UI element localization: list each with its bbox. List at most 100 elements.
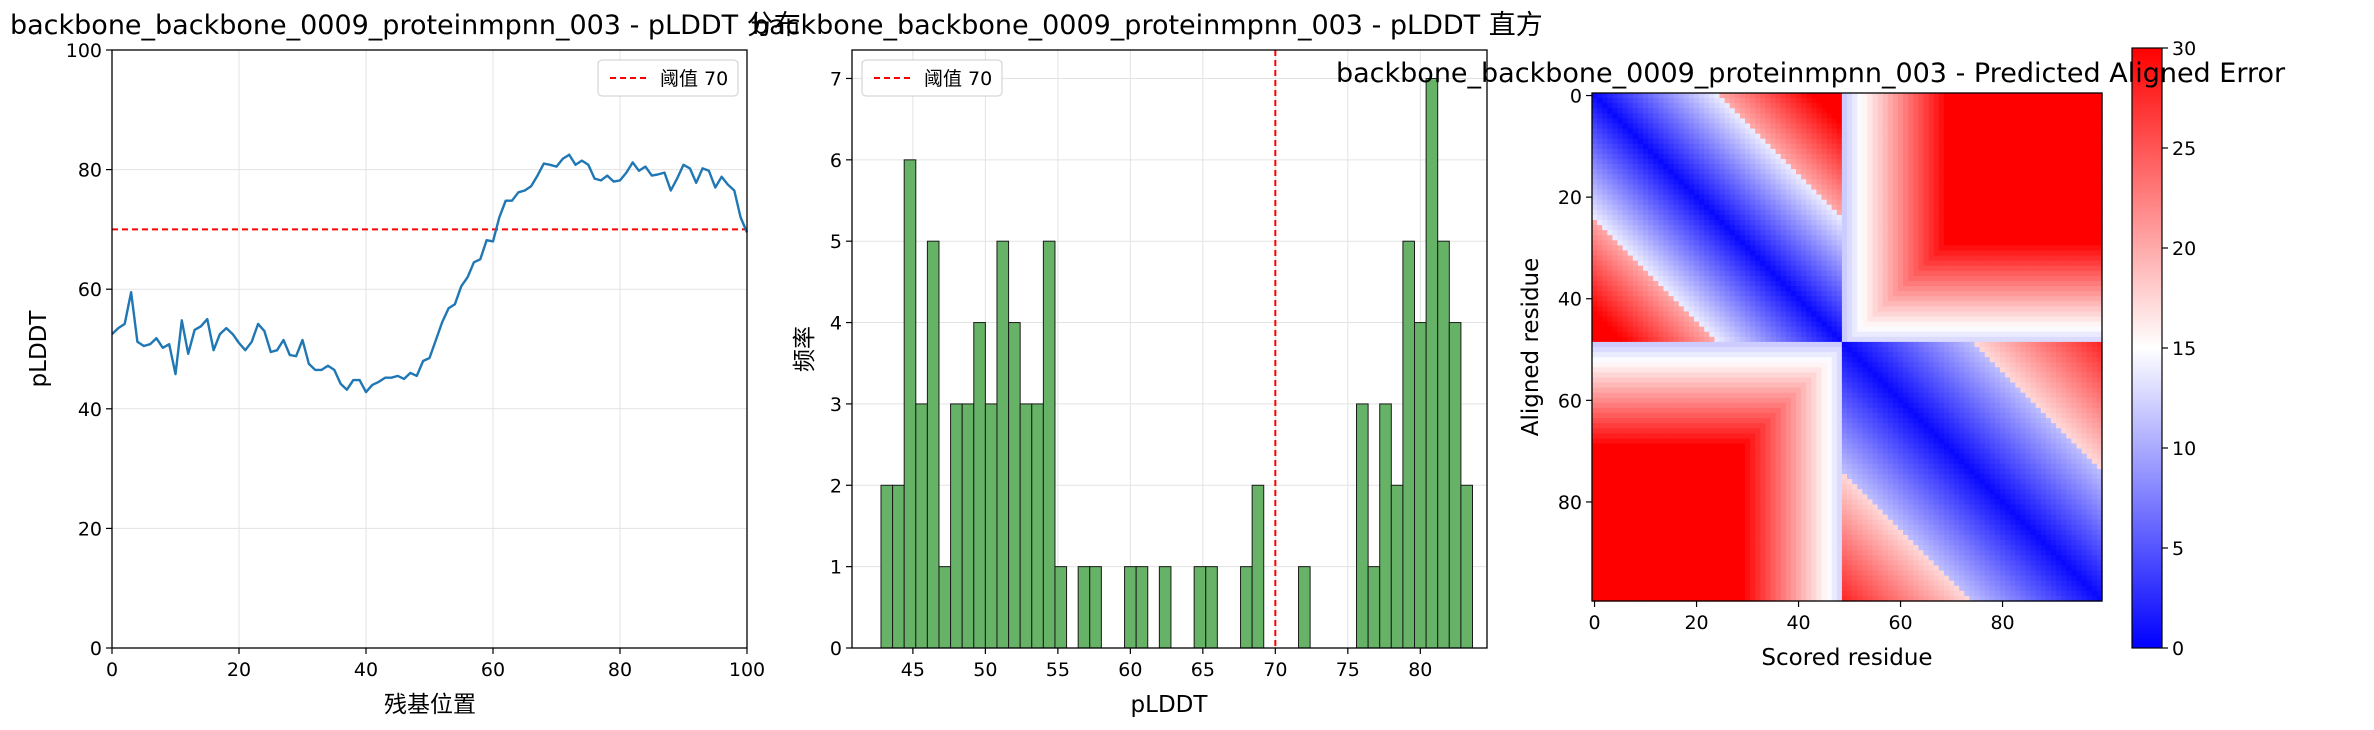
pae-heatmap-cell [2010, 118, 2016, 125]
pae-heatmap-cell [1683, 143, 1690, 150]
pae-heatmap-cell [1750, 108, 1756, 114]
pae-heatmap-cell [1969, 225, 1976, 231]
pae-heatmap-cell [2086, 143, 2093, 150]
plddt-histogram-xtick-label: 75 [1336, 659, 1360, 681]
pae-heatmap-cell [1658, 296, 1664, 302]
pae-heatmap-cell [1862, 230, 1868, 236]
pae-heatmap-cell [1836, 174, 1843, 180]
pae-heatmap-cell [1755, 270, 1761, 277]
pae-heatmap-cell [2066, 93, 2072, 99]
pae-heatmap-cell [1841, 225, 1848, 231]
pae-heatmap-cell [2081, 93, 2088, 99]
pae-heatmap-cell [2066, 148, 2072, 155]
pae-heatmap-cell [1739, 230, 1746, 236]
pae-heatmap-cell [1949, 331, 1955, 338]
pae-heatmap-cell [2045, 250, 2052, 257]
pae-heatmap-cell [1704, 123, 1710, 130]
pae-heatmap-cell [1979, 301, 1986, 307]
pae-heatmap-cell [1821, 128, 1828, 135]
pae-heatmap-cell [2071, 148, 2078, 155]
pae-heatmap-cell [1949, 133, 1955, 140]
pae-heatmap-cell [1903, 93, 1909, 99]
pae-heatmap-cell [2081, 204, 2088, 211]
pae-heatmap-cell [2091, 189, 2098, 196]
pae-heatmap-cell [1755, 245, 1761, 252]
pae-heatmap-cell [1928, 296, 1935, 302]
pae-heatmap-cell [1969, 128, 1976, 135]
pae-heatmap-cell [1673, 331, 1680, 338]
pae-heatmap-cell [1877, 123, 1884, 130]
pae-heatmap-cell [1923, 138, 1930, 145]
pae-heatmap-cell [1648, 184, 1654, 191]
pae-heatmap-cell [1597, 209, 1603, 216]
pae-heatmap-cell [1938, 138, 1945, 145]
pae-heatmap-cell [1602, 301, 1608, 307]
pae-heatmap-cell [1724, 291, 1731, 297]
pae-heatmap-cell [1592, 98, 1598, 104]
pae-heatmap-cell [1719, 230, 1726, 236]
pae-heatmap-cell [1796, 184, 1802, 191]
pae-heatmap-cell [2066, 204, 2072, 211]
pae-heatmap-cell [1836, 235, 1843, 241]
pae-heatmap-cell [1729, 296, 1736, 302]
pae-heatmap-cell [1724, 98, 1731, 104]
pae-heatmap-cell [1760, 291, 1766, 297]
pae-heatmap-cell [1612, 321, 1619, 328]
pae-heatmap-cell [2005, 230, 2011, 236]
pae-heatmap-cell [1755, 316, 1761, 323]
pae-heatmap-cell [1617, 245, 1624, 252]
pae-heatmap-cell [2020, 98, 2027, 104]
pae-heatmap-cell [1653, 235, 1659, 241]
pae-heatmap-cell [1938, 164, 1945, 170]
pae-heatmap-cell [1943, 118, 1950, 125]
pae-heatmap-cell [1734, 214, 1741, 221]
pae-heatmap-cell [1668, 336, 1675, 343]
pae-heatmap-cell [1734, 118, 1741, 125]
pae-heatmap-cell [1969, 199, 1976, 206]
pae-heatmap-cell [1673, 118, 1680, 125]
pae-heatmap-cell [1918, 275, 1925, 282]
pae-heatmap-cell [1602, 260, 1608, 267]
pae-heatmap-cell [2066, 235, 2072, 241]
pae-heatmap-cell [1637, 118, 1644, 125]
pae-heatmap-cell [1637, 189, 1644, 196]
pae-heatmap-cell [1663, 255, 1670, 262]
pae-heatmap-cell [1648, 331, 1654, 338]
pae-heatmap-cell [1974, 204, 1981, 211]
pae-heatmap-cell [1964, 189, 1970, 196]
pae-heatmap-cell [2081, 103, 2088, 109]
pae-heatmap-cell [2051, 169, 2057, 175]
pae-heatmap-cell [1898, 220, 1904, 226]
pae-heatmap-cell [1918, 301, 1925, 307]
pae-heatmap-cell [2051, 311, 2057, 318]
pae-heatmap-cell [2010, 103, 2016, 109]
pae-heatmap-cell [2000, 311, 2006, 318]
pae-heatmap-cell [2071, 169, 2078, 175]
pae-heatmap-cell [1806, 286, 1812, 292]
pae-heatmap-cell [2030, 133, 2037, 140]
pae-heatmap-cell [1765, 153, 1772, 160]
pae-heatmap-cell [1959, 250, 1965, 257]
pae-heatmap-cell [1714, 159, 1721, 165]
pae-heatmap-cell [2045, 169, 2052, 175]
pae-heatmap-cell [1739, 260, 1746, 267]
pae-heatmap-cell [1592, 153, 1598, 160]
pae-heatmap-cell [2061, 301, 2067, 307]
pae-heatmap-cell [1780, 138, 1787, 145]
pae-heatmap-cell [1770, 184, 1777, 191]
pae-heatmap-cell [1785, 280, 1792, 287]
pae-heatmap-cell [2076, 159, 2083, 165]
pae-heatmap-cell [1892, 296, 1899, 302]
pae-heatmap-cell [2005, 326, 2011, 333]
pae-heatmap-cell [1994, 306, 2001, 313]
pae-heatmap-cell [1882, 194, 1889, 201]
pae-heatmap-cell [1806, 164, 1812, 170]
pae-heatmap-cell [1755, 321, 1761, 328]
pae-heatmap-cell [1933, 128, 1940, 135]
pae-heatmap-cell [1734, 270, 1741, 277]
pae-heatmap-cell [1938, 286, 1945, 292]
pae-heatmap-cell [1673, 133, 1680, 140]
pae-heatmap-cell [1709, 245, 1715, 252]
pae-heatmap-cell [1709, 270, 1715, 277]
pae-heatmap-cell [1592, 275, 1598, 282]
